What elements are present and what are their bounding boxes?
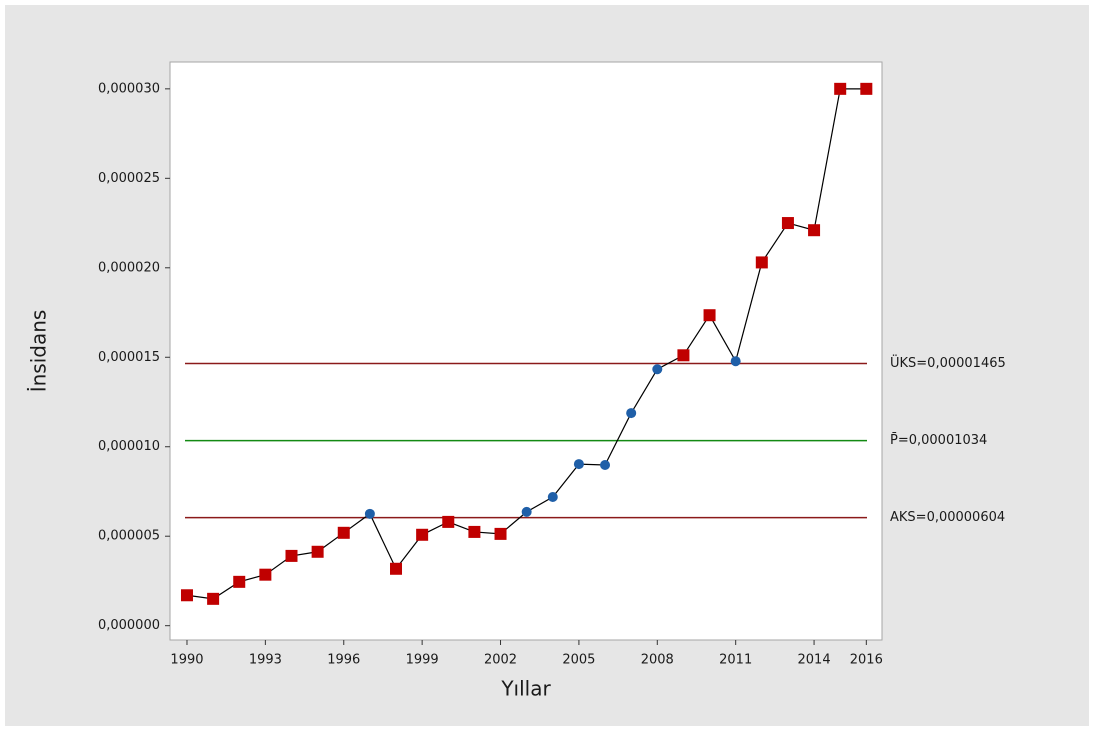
point [521, 506, 532, 517]
x-tick-label: 2005 [562, 653, 595, 668]
point [468, 525, 481, 538]
point [808, 224, 821, 237]
x-axis-title: Yıllar [500, 677, 551, 701]
point [285, 549, 298, 562]
x-tick-label: 1996 [327, 653, 360, 668]
point [337, 526, 350, 539]
point [626, 408, 637, 419]
x-tick-label: 1990 [170, 653, 203, 668]
y-tick-label: 0,000030 [98, 81, 160, 96]
x-tick-label: 1999 [406, 653, 439, 668]
point [600, 459, 611, 470]
point [390, 562, 403, 575]
x-tick-label: 2014 [798, 653, 831, 668]
y-tick-label: 0,000020 [98, 260, 160, 275]
point [781, 217, 794, 230]
y-tick-label: 0,000010 [98, 439, 160, 454]
control-limit-label: AKS=0,00000604 [890, 510, 1005, 525]
x-tick-label: 2008 [641, 653, 674, 668]
y-axis-title: İnsidans [27, 310, 51, 393]
x-tick-label: 2016 [850, 653, 883, 668]
point [652, 364, 663, 375]
point [860, 82, 873, 95]
point [364, 508, 375, 519]
point [207, 592, 220, 605]
y-tick-label: 0,000015 [98, 350, 160, 365]
point [233, 575, 246, 588]
point [259, 568, 272, 581]
point [834, 82, 847, 95]
plot-area [169, 61, 883, 641]
point [180, 589, 193, 602]
point [677, 349, 690, 362]
x-tick-label: 2002 [484, 653, 517, 668]
point [494, 527, 507, 540]
x-tick-label: 1993 [249, 653, 282, 668]
point [311, 545, 324, 558]
control-limit-label: P̄=0,00001034 [890, 433, 987, 448]
y-tick-label: 0,000025 [98, 171, 160, 186]
x-tick-label: 2011 [719, 653, 752, 668]
point [703, 309, 716, 322]
point [442, 515, 455, 528]
point [573, 459, 584, 470]
point [755, 256, 768, 269]
point [547, 492, 558, 503]
point [416, 528, 429, 541]
y-tick-label: 0,000000 [98, 618, 160, 633]
point [730, 356, 741, 367]
control-limit-label: ÜKS=0,00001465 [890, 354, 1006, 371]
y-tick-label: 0,000005 [98, 529, 160, 544]
